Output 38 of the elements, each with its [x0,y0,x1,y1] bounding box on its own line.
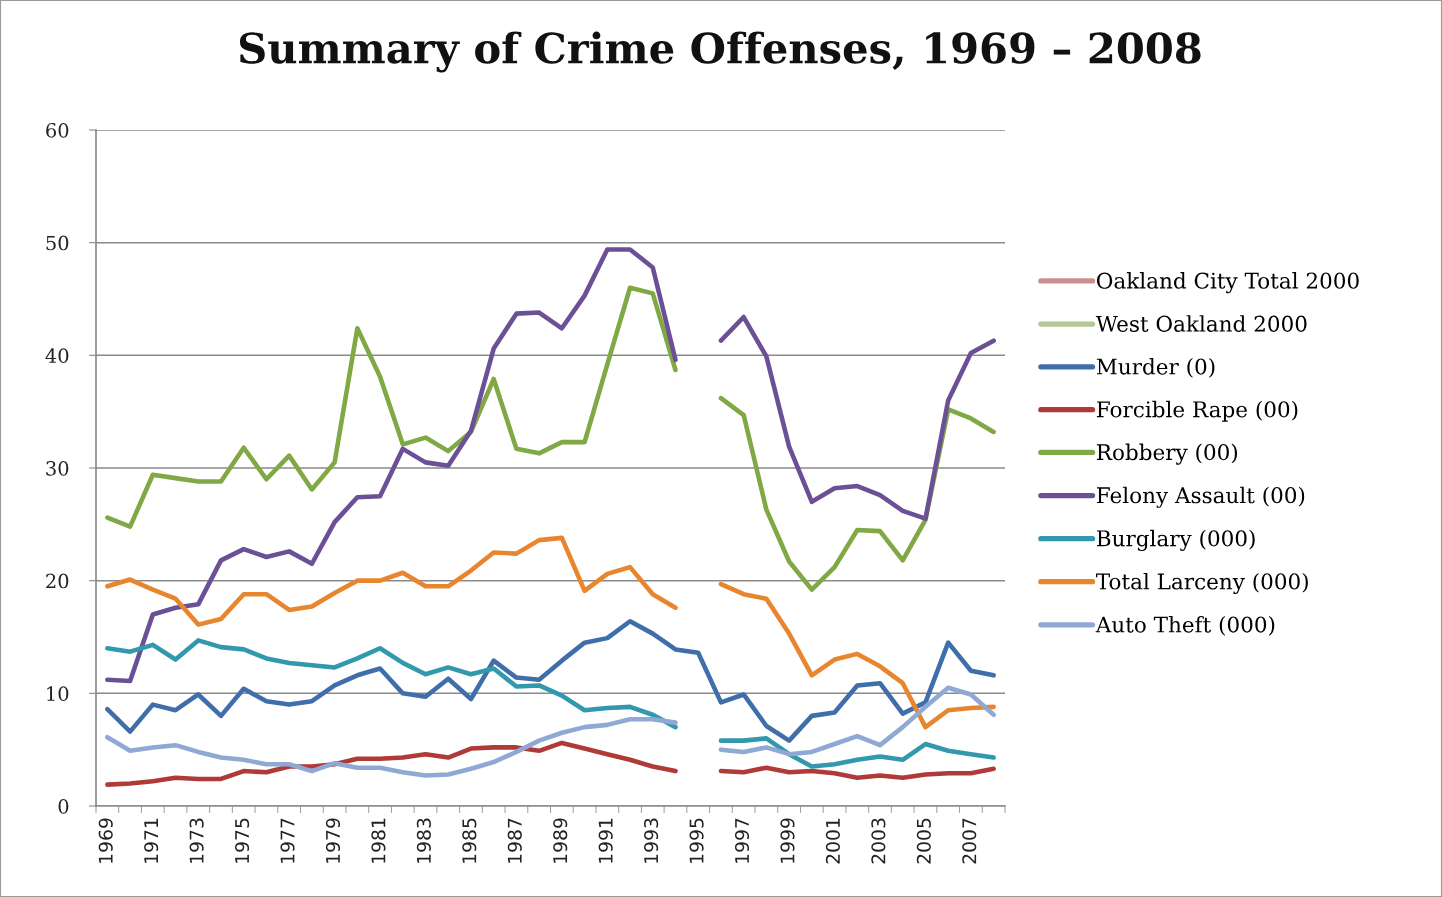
legend-label: Auto Theft (000) [1095,616,1275,636]
x-tick-label: 1977 [280,818,295,863]
x-tick-label: 1989 [553,818,568,863]
x-tick-label: 1971 [144,818,159,863]
x-tick-label: 1991 [598,818,613,863]
y-tick-label: 50 [46,235,69,251]
x-tick-label: 1979 [325,818,341,863]
legend-label: Forcible Rape (00) [1096,400,1298,422]
x-tick-label: 1999 [780,818,795,863]
x-tick-label: 1997 [734,818,750,863]
y-tick-label: 20 [46,573,69,589]
x-tick-label: 2001 [825,818,840,864]
x-tick-label: 1985 [462,818,477,863]
y-tick-label: 10 [47,686,69,701]
legend-label: Total Larceny (000) [1095,572,1308,595]
x-tick-label: 1983 [416,818,431,863]
x-tick-label: 1993 [644,818,659,863]
x-tick-label: 1995 [689,818,704,863]
x-tick-label: 1973 [189,818,204,863]
x-tick-label: 1969 [98,818,113,863]
y-tick-label: 60 [46,122,69,138]
x-tick-label: 2007 [962,818,977,864]
chart-title: Summary of Crime Offenses, 1969 – 2008 [239,31,1201,73]
y-tick-label: 30 [46,460,69,476]
legend-label: Oakland City Total 2000 [1096,272,1359,294]
x-tick-label: 1987 [507,818,522,863]
legend-label: Burglary (000) [1096,529,1255,551]
legend-label: Murder (0) [1096,358,1215,378]
legend-label: Felony Assault (00) [1096,486,1305,508]
legend-label: Robbery (00) [1096,443,1238,465]
legend-label: West Oakland 2000 [1095,315,1307,332]
y-tick-label: 0 [58,798,69,814]
line-series [105,618,996,743]
x-tick-label: 2005 [916,818,931,864]
x-tick-label: 1981 [371,818,386,863]
x-tick-label: 2003 [871,818,886,864]
y-tick-label: 40 [45,348,69,363]
x-tick-label: 1975 [234,818,250,863]
